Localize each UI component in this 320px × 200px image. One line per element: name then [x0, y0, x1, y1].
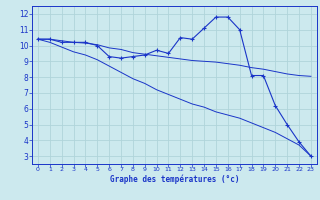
X-axis label: Graphe des températures (°c): Graphe des températures (°c) [110, 175, 239, 184]
